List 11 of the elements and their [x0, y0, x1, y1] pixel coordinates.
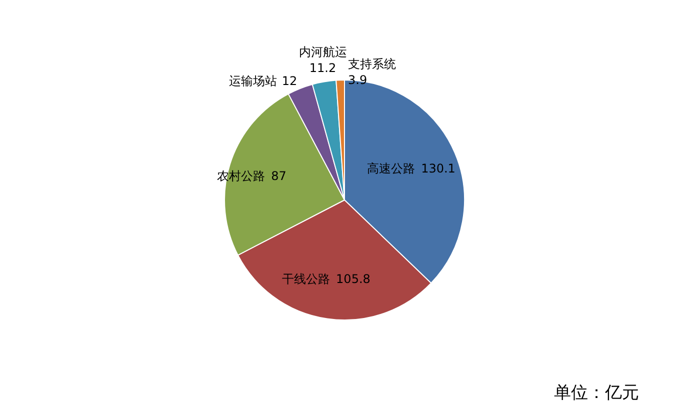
- data-label: 87: [271, 169, 286, 184]
- data-label: 105.8: [336, 272, 370, 286]
- slice-label: 干线公路: [282, 272, 330, 286]
- slice-label: 支持系统: [348, 57, 396, 72]
- data-label: 11.2: [309, 60, 336, 75]
- slice-label: 运输场站: [228, 74, 277, 88]
- text: 单位：亿元: [554, 382, 639, 404]
- data-label: 130.1: [421, 162, 456, 176]
- slice-label: 高速公路: [367, 162, 416, 176]
- slice-label: 内河航运: [298, 44, 347, 59]
- data-label: 12: [282, 74, 298, 88]
